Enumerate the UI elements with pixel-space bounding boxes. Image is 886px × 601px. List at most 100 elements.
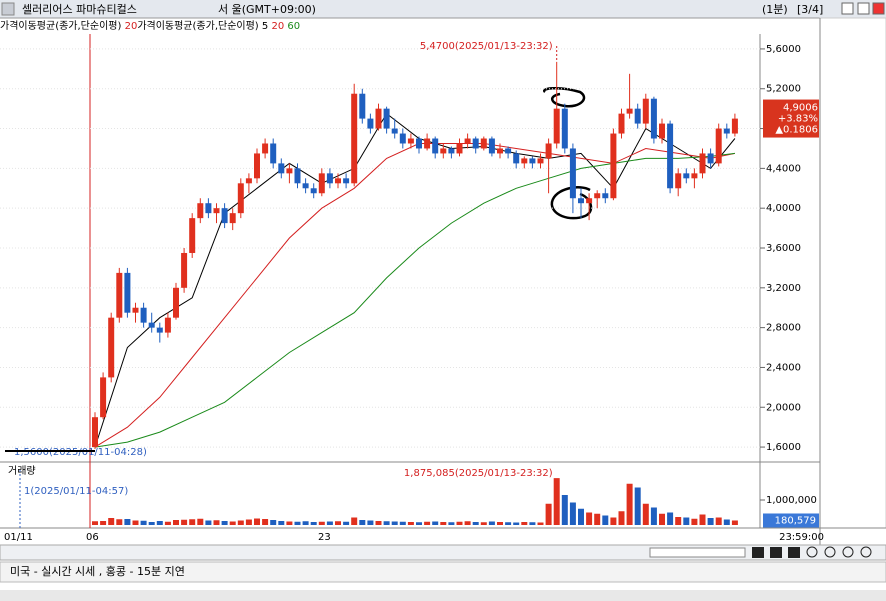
volume-bar (537, 522, 544, 525)
candle-body (594, 193, 601, 199)
candle-body (642, 98, 649, 124)
candle-body (221, 208, 228, 224)
candle-body (691, 173, 698, 179)
volume-bar (140, 520, 147, 525)
volume-bar (383, 521, 390, 525)
candle-body (92, 417, 98, 448)
zoom-button[interactable] (842, 546, 854, 558)
volume-bar (367, 520, 374, 525)
volume-bar (634, 487, 641, 525)
candle-body (286, 168, 293, 174)
candle-body (683, 173, 690, 179)
volume-bar (359, 520, 366, 525)
volume-bar (407, 522, 414, 525)
candle-body (326, 173, 333, 184)
candle-body (529, 158, 536, 164)
nav-button[interactable] (770, 547, 782, 558)
y-tick-label: 4,4000 (766, 163, 801, 174)
volume-bar (667, 512, 674, 525)
volume-bar (294, 521, 301, 525)
volume-bar (213, 520, 220, 525)
candle-body (602, 193, 609, 199)
candle-body (537, 158, 544, 164)
volume-low-annotation: 1(2025/01/11-04:57) (24, 486, 128, 497)
candle-body (173, 287, 179, 318)
volume-bar (456, 521, 463, 525)
volume-current: 180,579 (775, 515, 816, 526)
volume-bar (424, 521, 431, 525)
candle-body (108, 317, 115, 378)
volume-title: 거래량 (8, 465, 36, 477)
volume-bar (521, 522, 528, 525)
hand-drawn-circle (550, 186, 593, 220)
legend-period: 20 (271, 21, 284, 32)
candle-body (707, 153, 714, 164)
candle-body (116, 272, 123, 318)
interval: (1분) (762, 3, 788, 16)
ma-line (94, 152, 735, 448)
legend-period: 5 (262, 21, 268, 32)
zoom-button[interactable] (860, 546, 872, 558)
candle-body (513, 153, 520, 164)
zoom-button[interactable] (824, 546, 836, 558)
candle-body (699, 153, 706, 174)
candle-body (626, 108, 633, 114)
candle-body (578, 198, 584, 204)
nav-button[interactable] (752, 547, 764, 558)
candle-body (367, 118, 374, 129)
candle-body (545, 143, 552, 159)
candle-body (213, 208, 220, 214)
legend-label: 가격이동평균(종가,단순이평) (0, 19, 121, 32)
candle-body (343, 178, 350, 184)
close-button[interactable] (872, 2, 885, 15)
legend-ma: 가격이동평균(종가,단순이평) 20가격이동평균(종가,단순이평) 5 20 6… (0, 19, 300, 32)
menu-button[interactable] (841, 2, 854, 15)
current-price: 4,9006 (783, 103, 818, 114)
volume-bar (691, 518, 698, 525)
candle-body (610, 133, 617, 199)
volume-bar (699, 514, 706, 525)
volume-bar (715, 517, 722, 525)
status-text: 미국 - 실시간 시세 , 홍콩 - 15분 지연 (10, 564, 185, 578)
y-tick-label: 4,0000 (766, 203, 801, 214)
candle-body (140, 307, 147, 323)
x-tick-label: 23 (318, 532, 331, 543)
volume-bar (286, 521, 293, 525)
volume-bar (262, 519, 269, 525)
change-pct: +3.83% (778, 114, 818, 125)
low-annotation: 1,5600(2025/01/11-04:28) (14, 447, 147, 458)
volume-bar (197, 518, 204, 525)
volume-bar (278, 521, 285, 525)
volume-bar (610, 517, 617, 525)
nav-button[interactable] (788, 547, 800, 558)
status-bar (0, 561, 886, 583)
candle-body (659, 123, 665, 139)
volume-bar (723, 519, 730, 525)
volume-bar (440, 522, 447, 525)
zoom-slider[interactable] (649, 547, 746, 558)
volume-bar (124, 519, 131, 525)
right-strip (819, 17, 886, 529)
current-price-box (763, 99, 819, 138)
volume-bar (683, 517, 690, 525)
legend-period: 60 (287, 21, 300, 32)
candle-body (715, 128, 722, 164)
candle-body (335, 178, 341, 184)
candle-body (197, 203, 204, 219)
zoom-button[interactable] (806, 546, 818, 558)
hand-drawn-circle (542, 87, 586, 108)
restore-button[interactable] (857, 2, 870, 15)
volume-bar (505, 522, 512, 525)
volume-bar (156, 521, 163, 525)
candle-body (521, 158, 528, 164)
volume-bar (189, 519, 196, 525)
location: 서 울(GMT+09:00) (218, 3, 316, 16)
y-tick-label: 2,0000 (766, 402, 801, 413)
window-icon[interactable] (1, 2, 15, 16)
x-tick-label: 06 (86, 532, 99, 543)
candle-body (189, 218, 196, 253)
volume-bar (205, 520, 212, 525)
candle-body (262, 143, 269, 154)
title: 셀러리어스 파마슈티컬스 (22, 3, 137, 16)
y-tick-label: 1,000,000 (766, 495, 817, 506)
